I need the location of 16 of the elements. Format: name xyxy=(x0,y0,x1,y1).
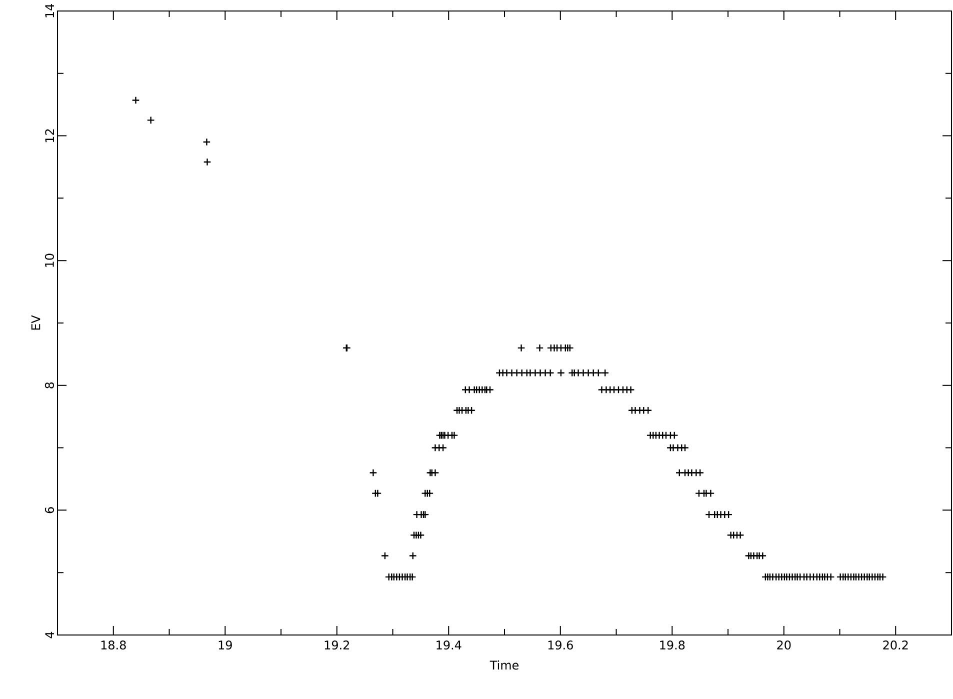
y-tick-label: 6 xyxy=(44,507,54,514)
y-tick-label: 14 xyxy=(45,4,54,18)
y-tick-label: 4 xyxy=(45,632,54,638)
x-tick-label: 19 xyxy=(218,640,232,650)
y-axis-title: EV xyxy=(31,315,40,330)
x-tick-label: 20 xyxy=(777,640,791,650)
y-tick-label: 12 xyxy=(45,129,54,142)
x-tick-label: 19.4 xyxy=(436,640,462,650)
x-tick-label: 19.6 xyxy=(548,640,573,650)
x-tick-label: 19.8 xyxy=(660,640,685,650)
y-tick-label: 8 xyxy=(44,382,54,388)
x-axis-title: Time xyxy=(490,660,519,670)
x-tick-label: 20.2 xyxy=(883,640,908,650)
x-tick-label: 19.2 xyxy=(324,640,349,650)
y-tick-label: 10 xyxy=(44,254,54,267)
x-tick-label: 18.8 xyxy=(101,640,126,650)
